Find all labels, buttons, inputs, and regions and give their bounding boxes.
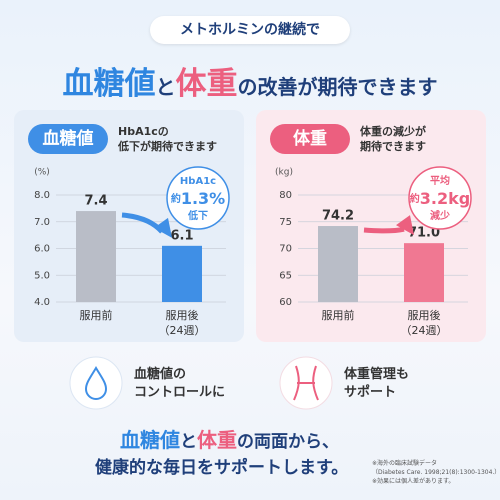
footer-line: 健康的な毎日をサポートします。	[95, 458, 349, 478]
y-tick-label: 65	[279, 270, 292, 281]
value-label: 7.4	[84, 194, 107, 209]
card: 血糖値 HbA1cの 低下が期待できます (%) 4.0 5.0 6.0 7.0 8.0 7…	[14, 110, 244, 342]
callout-prefix: 約	[410, 192, 420, 205]
bar	[162, 245, 202, 302]
arrow	[121, 212, 164, 234]
note: （Diabetes Care. 1998;21(8):1300-1304.）	[372, 469, 500, 476]
x-tick-label: 服用前	[80, 308, 113, 322]
x-tick-label: 服用後	[166, 308, 199, 322]
feature-text: 血糖値の コントロールに	[134, 367, 226, 400]
card-tag: 体重	[270, 124, 350, 154]
bar	[404, 243, 444, 302]
card-description: 体重の減少が 期待できます	[360, 125, 426, 153]
chart: (%) 4.0 5.0 6.0 7.0 8.0 7.4 服用前 6.1 服用後 （24週） HbA1c…	[34, 166, 230, 337]
callout-text: 減少	[430, 209, 450, 222]
value-label: 6.1	[170, 228, 193, 243]
x-tick-note: （24週）	[159, 324, 206, 337]
footer-part: と	[180, 432, 197, 452]
x-tick-label: 服用後	[408, 308, 441, 322]
callout-text: 約3.2kg	[410, 189, 470, 208]
callout-text: 低下	[187, 209, 208, 222]
value-label: 74.2	[322, 209, 354, 224]
bar	[318, 226, 358, 302]
callout-text: 平均	[430, 174, 450, 187]
callout-value: 3.2kg	[420, 189, 470, 208]
y-tick-label: 70	[279, 244, 292, 255]
value-label: 71.0	[408, 226, 440, 241]
x-tick-note: （24週）	[401, 324, 448, 337]
footer-part: 血糖値	[120, 428, 180, 452]
footer-part: 体重	[197, 428, 237, 452]
y-tick-label: 8.0	[34, 190, 50, 201]
headline-part: の改善が期待できます	[237, 75, 438, 99]
note: ※効果には個人差があります。	[372, 478, 455, 485]
card-description: HbA1cの 低下が期待できます	[118, 125, 217, 153]
card: 体重 体重の減少が 期待できます (kg) 60 65 70 75 80 74.2 服用前 71…	[256, 110, 486, 342]
x-tick-label: 服用前	[322, 308, 355, 322]
unit-label: (kg)	[275, 168, 293, 178]
card-tag: 血糖値	[28, 124, 108, 154]
headline-part: 血糖値	[62, 66, 156, 102]
header-pill: メトホルミンの継続で	[150, 16, 350, 44]
body-icon	[293, 365, 319, 401]
callout-circle	[166, 166, 230, 230]
y-tick-label: 6.0	[34, 244, 50, 255]
chart: (kg)606570758074.2服用前71.0服用後（24週）平均約3.2k…	[275, 166, 472, 337]
drop-icon	[84, 366, 108, 400]
unit-label: (%)	[34, 168, 50, 178]
callout-prefix: 約	[171, 192, 181, 205]
footer-part: の両面から、	[237, 432, 339, 452]
y-tick-label: 60	[279, 297, 292, 308]
y-tick-label: 80	[279, 190, 292, 201]
arrow	[363, 226, 405, 234]
note: ※海外の臨床試験データ	[372, 460, 438, 467]
y-tick-label: 4.0	[34, 297, 50, 308]
feature-text: 体重管理も サポート	[344, 367, 410, 400]
feature-icons	[69, 356, 333, 410]
y-tick-label: 75	[279, 217, 292, 228]
arrow-head	[396, 215, 414, 236]
bar	[76, 211, 116, 302]
headline-part: と	[155, 75, 176, 99]
headline: 血糖値と体重の改善が期待できます	[0, 58, 500, 103]
arrow-head	[154, 217, 172, 238]
icon-circle	[69, 356, 123, 410]
callout-value: 1.3%	[181, 189, 225, 208]
footer-line: 血糖値と体重の両面から、	[120, 424, 339, 453]
y-tick-label: 5.0	[34, 270, 50, 281]
callout-text: HbA1c	[180, 176, 216, 187]
y-tick-label: 7.0	[34, 217, 50, 228]
callout-circle	[408, 166, 472, 230]
callout-text: 約1.3%	[171, 189, 225, 208]
headline-part: 体重	[175, 66, 238, 102]
